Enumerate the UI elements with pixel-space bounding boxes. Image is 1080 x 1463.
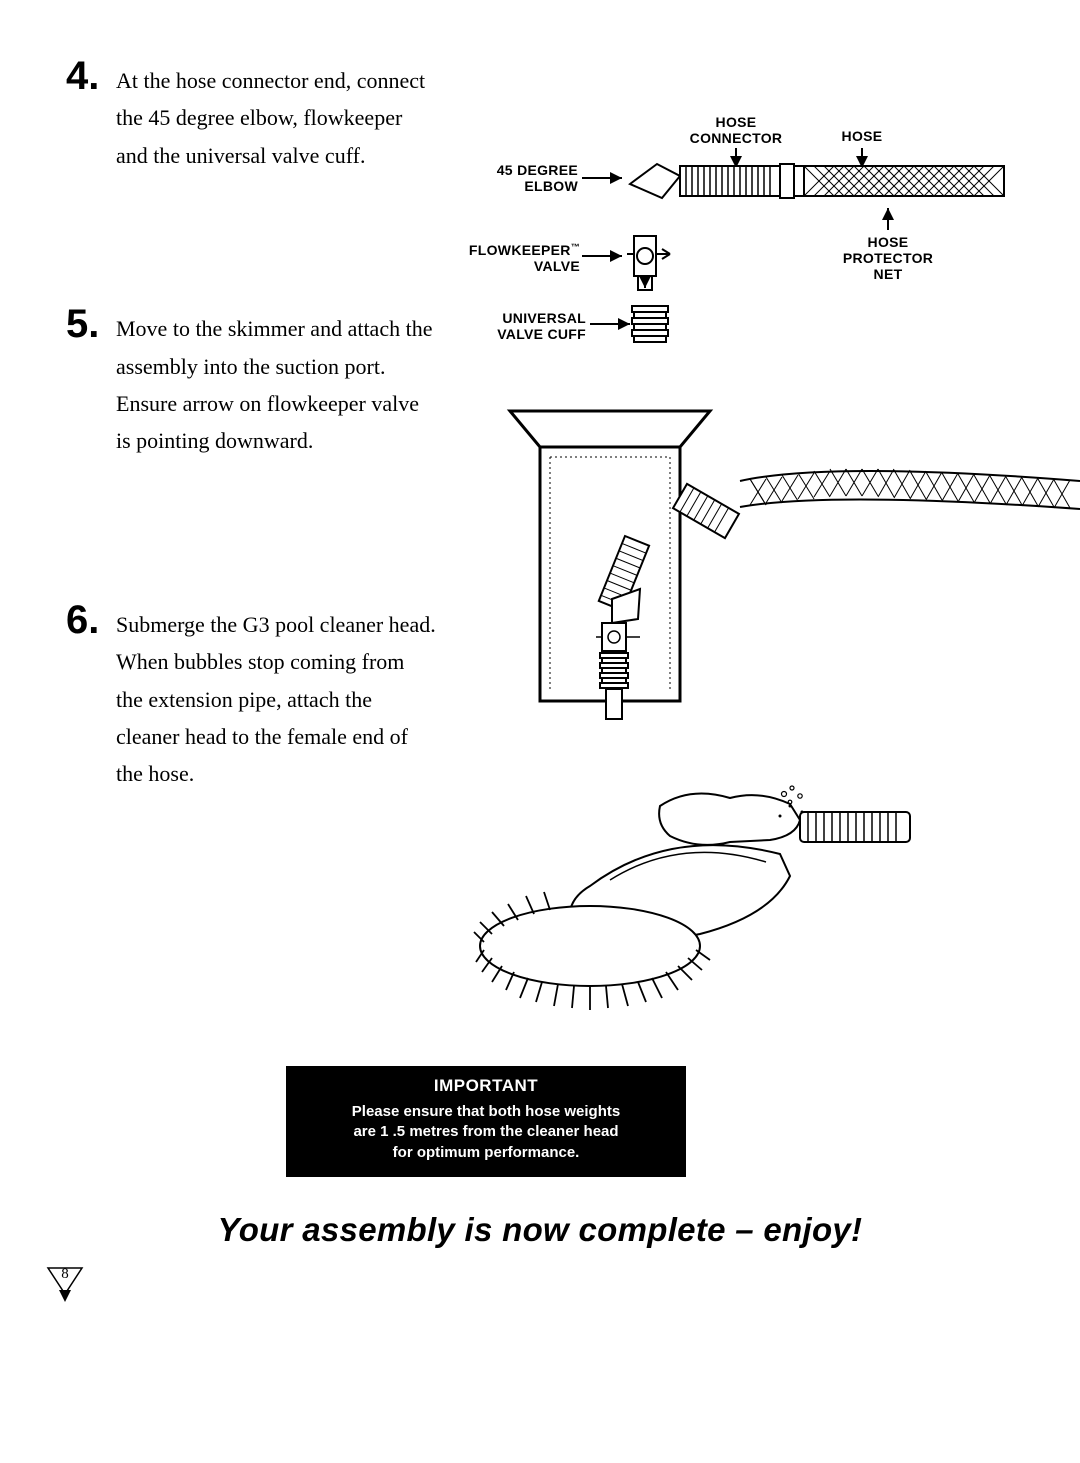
step-5-text: Move to the skimmer and attach the assem… — [116, 304, 436, 460]
diagram-2-svg — [490, 401, 1080, 731]
step-6-text: Submerge the G3 pool cleaner head. When … — [116, 600, 436, 793]
step-5-number: 5. — [66, 304, 116, 344]
step-6-number: 6. — [66, 600, 116, 640]
important-title: IMPORTANT — [300, 1076, 672, 1096]
page-number-badge: 8 — [46, 1266, 84, 1309]
important-box: IMPORTANT Please ensure that both hose w… — [286, 1066, 686, 1177]
diagram-hose-parts: HOSE CONNECTOR HOSE 45 DEGREE ELBOW FLOW… — [462, 106, 1080, 366]
step-4-text: At the hose connector end, connect the 4… — [116, 56, 436, 174]
step-4-number: 4. — [66, 56, 116, 96]
assembly-complete-text: Your assembly is now complete – enjoy! — [0, 1211, 1080, 1249]
important-body: Please ensure that both hose weights are… — [300, 1102, 672, 1163]
diagram-skimmer — [490, 401, 1080, 731]
diagram-1-svg — [462, 106, 1080, 366]
diagram-pool-cleaner — [470, 776, 1030, 1036]
diagram-3-svg — [470, 776, 1030, 1036]
page-number: 8 — [46, 1266, 84, 1283]
